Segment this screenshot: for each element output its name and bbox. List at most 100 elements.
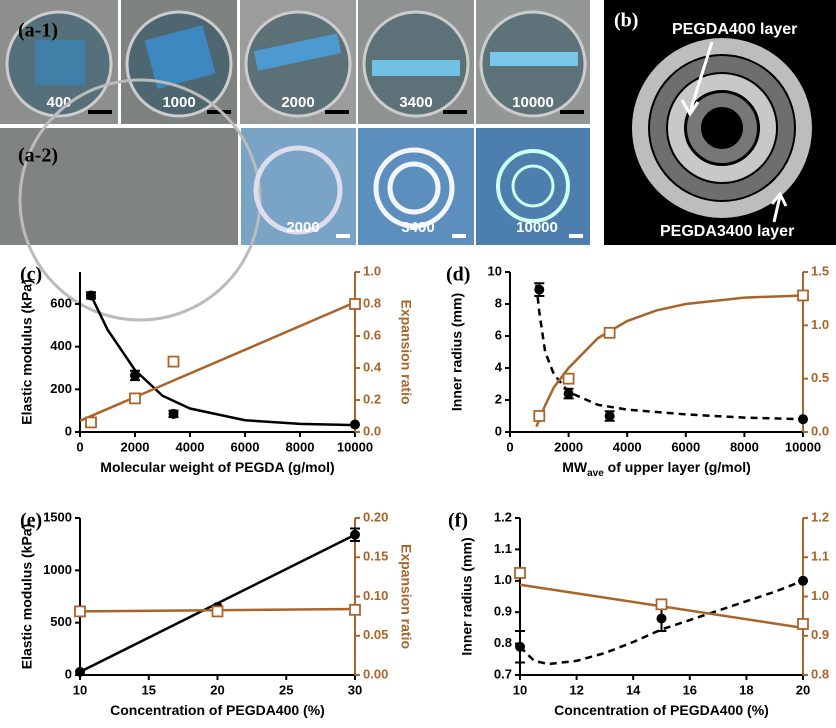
photo-label: 10000 [516,219,558,236]
y-axis-label: Elastic modulus (kPa) [19,524,35,669]
x-axis-label: Concentration of PEGDA400 (%) [554,702,769,718]
x-tick-label: 2000 [121,439,150,454]
point [564,374,574,384]
point [515,568,525,578]
y-axis-label: Elastic modulus (kPa) [19,279,35,424]
y-tick-label: 500 [50,614,72,629]
fit-line [536,295,803,426]
gel [372,60,460,76]
point [86,290,96,300]
panel-label: (a-2) [18,145,58,167]
y-axis-label: Inner radius (mm) [459,537,475,655]
y2-tick-label: 0.8 [363,295,381,310]
x-tick-label: 20 [210,682,224,697]
x-tick-label: 6000 [231,439,260,454]
y2-tick-label: 1.0 [363,263,381,278]
panel-label: (b) [614,10,638,32]
y-tick-label: 6 [495,327,502,342]
y2-tick-label: 0.4 [363,359,382,374]
x-axis-label-part: ave [587,468,604,479]
point [86,417,96,427]
y2-tick-label: 0.15 [363,549,388,564]
y2-axis-label: Expansion ratio [398,544,414,649]
figure: (a-1) 400 1000 2000 3400 10000 (a-2) 200… [0,0,836,728]
point [605,411,615,421]
x-tick-label: 4000 [613,439,642,454]
x-axis-label: Molecular weight of PEGDA (g/mol) [100,459,334,475]
photo-label: 2000 [286,219,319,236]
x-tick-label: 14 [626,682,641,697]
y-tick-label: 1500 [43,509,72,524]
x-tick-label: 25 [279,682,293,697]
x-tick-label: 18 [739,682,753,697]
x-axis-label: Concentration of PEGDA400 (%) [110,702,325,718]
x-axis-label-part: Concentration of PEGDA400 (%) [554,702,769,718]
y2-tick-label: 0.0 [811,423,829,438]
layer-label: PEGDA3400 layer [660,223,794,240]
gel [490,52,578,66]
point [657,599,667,609]
photo-label: 2000 [281,94,314,111]
x-axis-label: MWave of upper layer (g/mol) [562,459,751,479]
y2-tick-label: 0.10 [363,588,388,603]
x-tick-label: 0 [76,439,83,454]
x-tick-label: 8000 [286,439,315,454]
x-tick-label: 16 [683,682,697,697]
point [605,328,615,338]
y2-tick-label: 0.00 [363,666,388,681]
photo-label: 1000 [162,94,195,111]
point [657,613,667,623]
point [169,409,179,419]
y-tick-label: 0 [65,423,72,438]
x-tick-label: 10 [73,682,87,697]
y-tick-label: 10 [488,263,502,278]
y-tick-label: 0 [65,666,72,681]
x-tick-label: 2000 [554,439,583,454]
y2-tick-label: 0.0 [363,423,381,438]
x-tick-label: 4000 [176,439,205,454]
photo-label: 10000 [512,94,554,111]
point [798,290,808,300]
gel [35,40,85,85]
x-axis-label-part: Molecular weight of PEGDA (g/mol) [100,459,334,475]
panel-label: (a-1) [18,20,58,42]
y2-axis-label: Expansion ratio [398,299,414,404]
y-axis-label: Inner radius (mm) [449,293,465,411]
x-tick-label: 15 [142,682,156,697]
y-tick-label: 1.2 [494,509,512,524]
y-tick-label: 4 [495,359,503,374]
y-tick-label: 8 [495,295,502,310]
point [350,420,360,430]
point [534,411,544,421]
y2-tick-label: 1.2 [811,509,829,524]
y2-tick-label: 0.20 [363,509,388,524]
y-tick-label: 0.9 [494,604,512,619]
x-tick-label: 20 [796,682,810,697]
y-tick-label: 400 [50,338,72,353]
y2-tick-label: 0.2 [363,391,381,406]
photo-label: 3400 [399,94,432,111]
y2-tick-label: 1.0 [811,317,829,332]
y2-tick-label: 0.05 [363,627,388,642]
x-tick-label: 10 [513,682,527,697]
x-tick-label: 8000 [730,439,759,454]
x-tick-label: 12 [569,682,583,697]
y-tick-label: 1000 [43,562,72,577]
x-tick-label: 6000 [671,439,700,454]
point [798,576,808,586]
photo-b: (b) PEGDA400 layer PEGDA3400 layer [604,0,836,245]
x-tick-label: 10000 [337,439,373,454]
y2-tick-label: 1.5 [811,263,829,278]
x-axis-label-part: Concentration of PEGDA400 (%) [110,702,325,718]
y2-tick-label: 0.5 [811,370,829,385]
point [798,414,808,424]
y-tick-label: 1.1 [494,541,512,556]
x-tick-label: 0 [506,439,513,454]
photo-label: 3400 [401,219,434,236]
fit-line [80,302,355,420]
panel-label: (f) [448,510,468,532]
